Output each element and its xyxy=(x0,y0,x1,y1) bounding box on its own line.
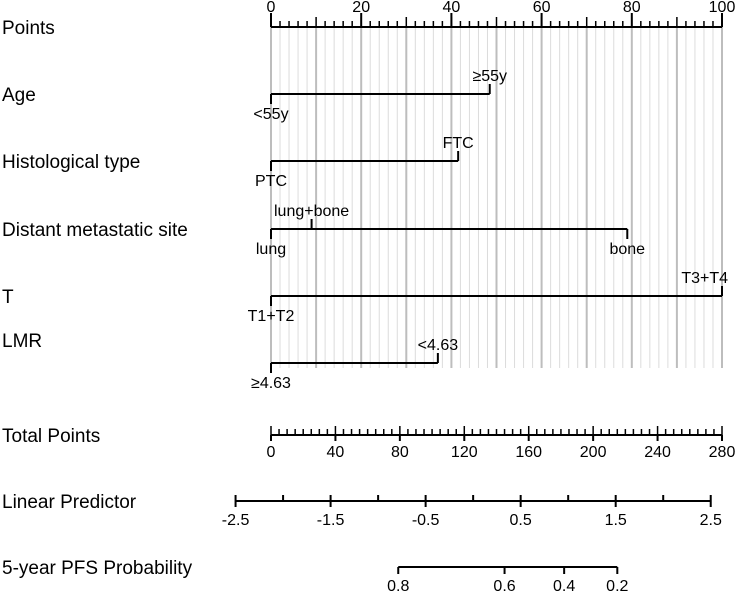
points-tick-label: 100 xyxy=(709,0,736,16)
points-tick-label: 20 xyxy=(352,0,370,16)
linear-predictor-tick-label: -0.5 xyxy=(412,512,440,529)
total-points-tick-label: 40 xyxy=(327,444,345,461)
linear-predictor-tick-label: 1.5 xyxy=(605,512,627,529)
total-points-tick-label: 0 xyxy=(267,444,276,461)
probability-tick-label: 0.6 xyxy=(493,578,515,594)
level-label: ≥4.63 xyxy=(251,375,291,392)
row-label: 5-year PFS Probability xyxy=(2,558,193,579)
level-label: <4.63 xyxy=(418,337,459,354)
level-label: T1+T2 xyxy=(248,308,295,325)
total-points-tick-label: 80 xyxy=(391,444,409,461)
row-label: LMR xyxy=(2,331,42,352)
total-points-tick-label: 240 xyxy=(644,444,671,461)
probability-tick-label: 0.4 xyxy=(553,578,575,594)
total-points-tick-label: 280 xyxy=(709,444,736,461)
row-label: Total Points xyxy=(2,426,100,447)
total-points-tick-label: 120 xyxy=(451,444,478,461)
level-label: lung xyxy=(256,241,286,258)
linear-predictor-tick-label: 2.5 xyxy=(700,512,722,529)
points-gridlines xyxy=(270,27,723,368)
nomogram-axes: 0 20 40 60 80 100 <55y ≥55y PTC FTC lung lung+bone b… xyxy=(222,0,736,594)
points-tick-label: 80 xyxy=(623,0,641,16)
row-label: Age xyxy=(2,85,36,106)
row-label: T xyxy=(2,287,14,308)
row-label: Histological type xyxy=(2,152,140,173)
row-label: Points xyxy=(2,18,55,39)
level-label: FTC xyxy=(443,135,474,152)
level-label: bone xyxy=(609,241,645,258)
linear-predictor-tick-label: -2.5 xyxy=(222,512,250,529)
level-label: PTC xyxy=(255,173,287,190)
linear-predictor-tick-label: -1.5 xyxy=(317,512,345,529)
level-label: lung+bone xyxy=(274,203,349,220)
points-tick-label: 40 xyxy=(443,0,461,16)
level-label: T3+T4 xyxy=(681,270,728,287)
level-label: ≥55y xyxy=(472,68,507,85)
level-label: <55y xyxy=(253,106,288,123)
linear-predictor-tick-label: 0.5 xyxy=(510,512,532,529)
total-points-tick-label: 200 xyxy=(580,444,607,461)
row-label: Linear Predictor xyxy=(2,492,137,513)
total-points-tick-label: 160 xyxy=(515,444,542,461)
probability-tick-label: 0.2 xyxy=(606,578,628,594)
row-label: Distant metastatic site xyxy=(2,220,188,241)
points-tick-label: 0 xyxy=(267,0,276,16)
row-labels: Points Age Histological type Distant metast… xyxy=(2,18,193,579)
points-tick-label: 60 xyxy=(533,0,551,16)
probability-tick-label: 0.8 xyxy=(387,578,409,594)
